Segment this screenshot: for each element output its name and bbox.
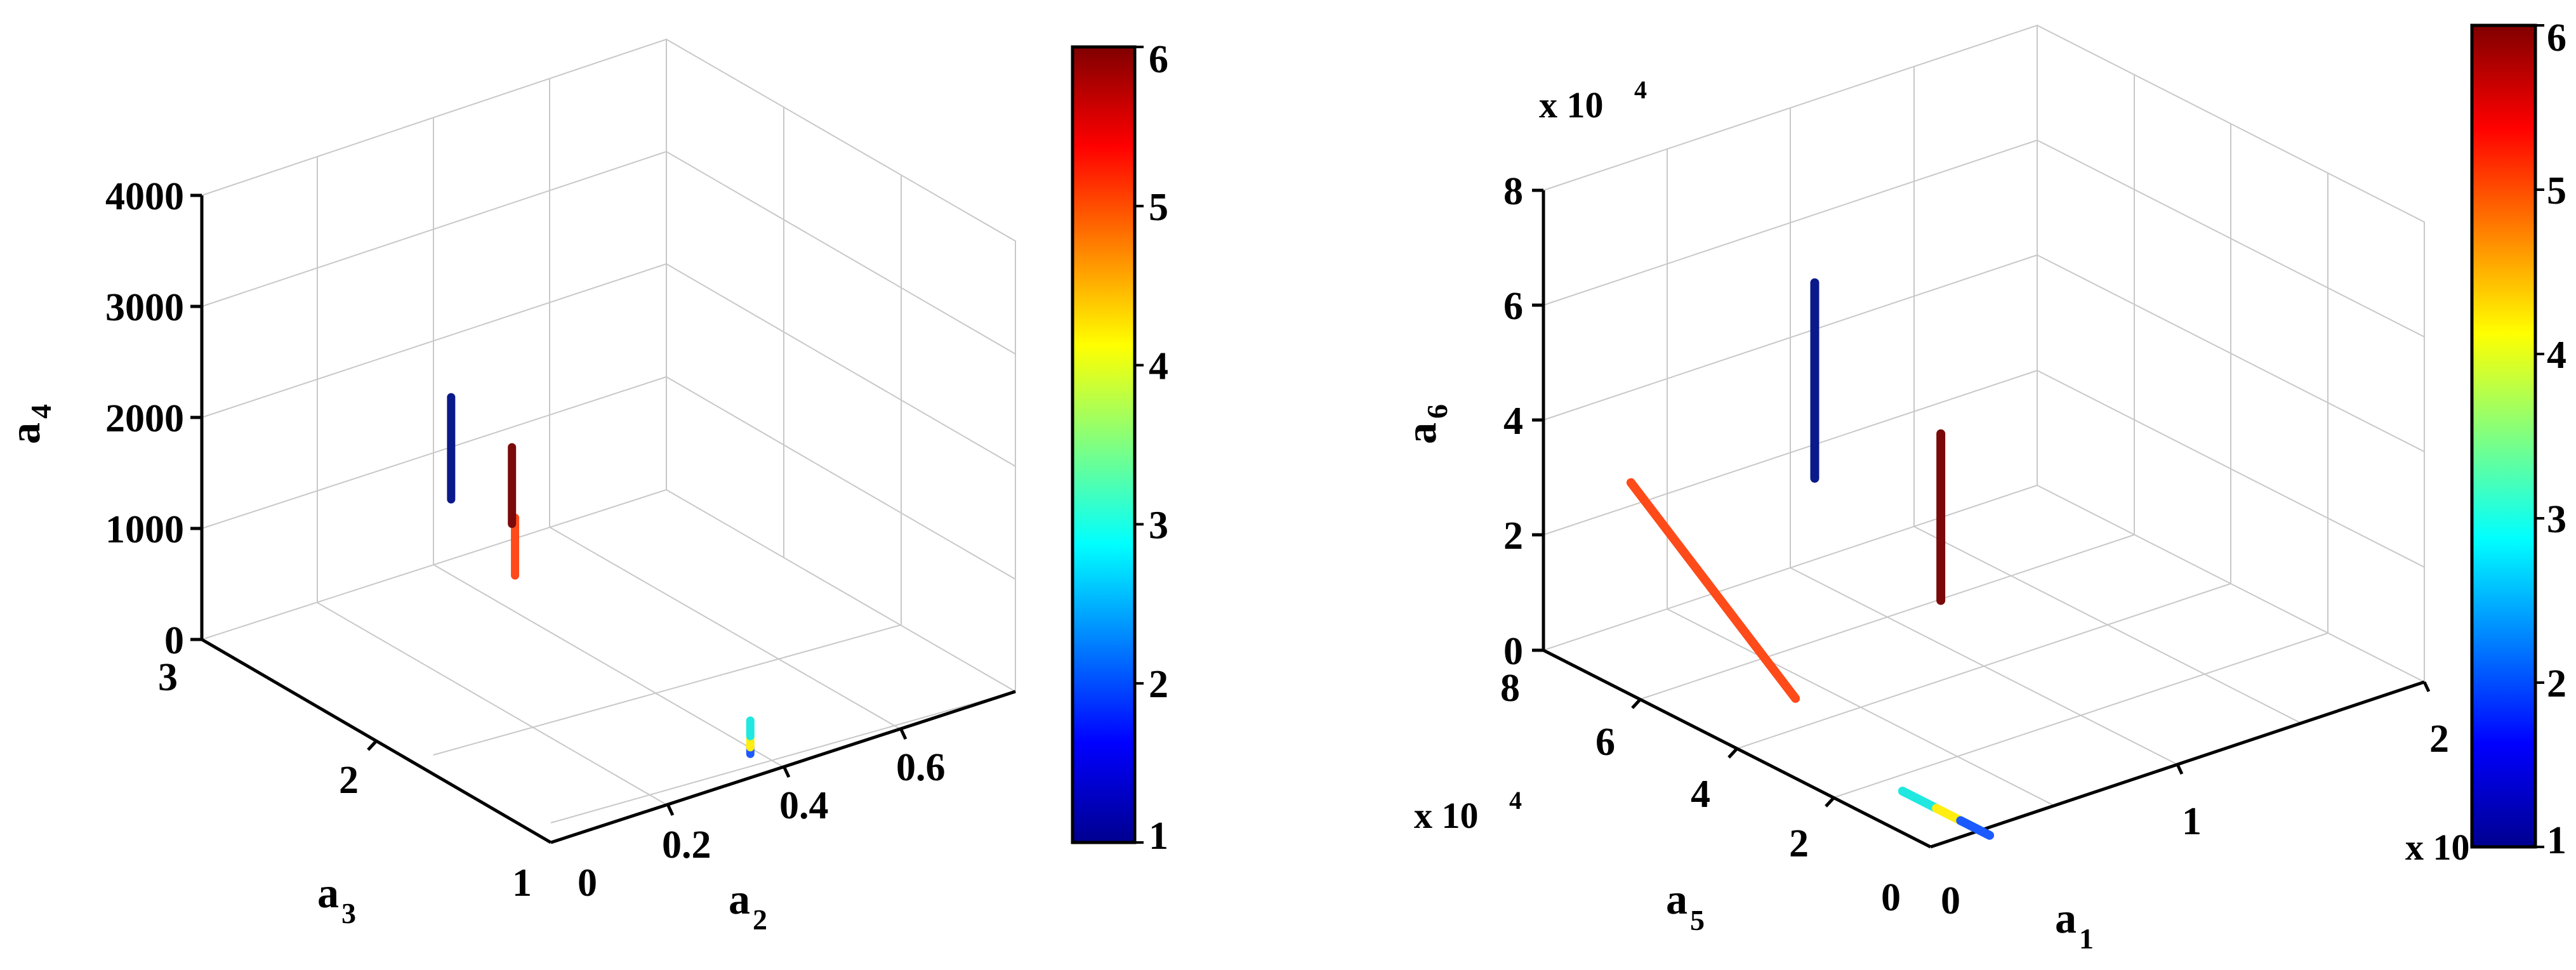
left-cb-ticks-label-2: 2 (1149, 663, 1168, 706)
left-cb-ticks-label-3: 3 (1149, 504, 1168, 547)
svg-text:4: 4 (1634, 75, 1647, 104)
right-cb-ticks-label-1: 1 (2547, 819, 2566, 862)
svg-text:a: a (729, 875, 750, 923)
right-ztick-4: 4 (1503, 400, 1523, 443)
right-ylabel: a 5 (1666, 875, 1705, 936)
svg-text:5: 5 (1690, 904, 1705, 936)
right-cb-ticks-label-6: 6 (2547, 16, 2566, 60)
right-ytick-0: 0 (1881, 876, 1901, 919)
left-zlabel: a 4 (1, 404, 57, 444)
right-colorbar-ticks: 1 2 3 4 5 6 (2535, 16, 2566, 862)
svg-text:6: 6 (1421, 404, 1453, 419)
right-ytick-6: 6 (1595, 721, 1615, 764)
left-xtick-0: 0 (578, 862, 597, 905)
right-cb-ticks-label-4: 4 (2547, 334, 2566, 377)
right-ytick-2: 2 (1789, 822, 1809, 865)
right-series-class-3 (1898, 787, 1941, 813)
right-ytick-4: 4 (1691, 773, 1710, 816)
left-data-marks (447, 393, 755, 758)
svg-text:a: a (1666, 875, 1688, 923)
right-zlabel: a 6 (1397, 404, 1453, 444)
svg-text:2: 2 (753, 903, 767, 936)
left-ztick-0: 0 (164, 619, 184, 662)
right-axes (1532, 188, 2431, 849)
right-xtick-1: 1 (2182, 800, 2202, 843)
right-ztick-2: 2 (1503, 514, 1523, 558)
right-ztick-0: 0 (1503, 630, 1523, 673)
right-ymultiplier: x 10 4 (1414, 786, 1522, 836)
svg-text:x 10: x 10 (2405, 827, 2470, 868)
right-series-class-2 (1956, 816, 1995, 840)
left-cb-ticks-label-1: 1 (1149, 815, 1168, 858)
left-ytick-1: 1 (512, 862, 532, 905)
left-colorbar-ticks: 1 2 3 4 5 6 (1135, 38, 1168, 858)
left-cb-ticks-label-6: 6 (1149, 38, 1168, 81)
right-xlabel: a 1 (2055, 894, 2094, 955)
chart-right: 0 2 4 6 8 x 10 4 8 6 4 2 0 x 10 4 0 1 2 (1397, 24, 2470, 955)
right-cb-ticks-label-2: 2 (2547, 662, 2566, 705)
right-xmultiplier: x 10 (2405, 827, 2470, 868)
left-axes (190, 193, 1016, 844)
left-xlabel: a 2 (729, 875, 767, 936)
chart-left: 0 1000 2000 3000 4000 3 2 1 0 0.2 0.4 0.… (1, 38, 1016, 936)
left-xtick-0.2: 0.2 (662, 823, 711, 867)
left-ytick-2: 2 (339, 759, 359, 802)
left-ztick-3000: 3000 (105, 286, 184, 329)
svg-text:a: a (2055, 894, 2077, 942)
right-series-class-5 (1626, 478, 1800, 703)
right-cb-ticks-label-5: 5 (2547, 169, 2566, 213)
left-ztick-1000: 1000 (105, 508, 184, 551)
left-colorbar-gradient (1071, 45, 1137, 844)
left-cb-ticks-label-5: 5 (1149, 186, 1168, 229)
right-grid (1543, 24, 2425, 806)
right-series-class-4 (1932, 804, 1965, 825)
svg-text:3: 3 (341, 897, 356, 929)
right-xtick-2: 2 (2429, 718, 2449, 761)
right-cb-ticks-label-3: 3 (2547, 498, 2566, 541)
left-grid (201, 38, 1016, 823)
left-xtick-0.6: 0.6 (896, 746, 946, 789)
svg-text:1: 1 (2079, 922, 2094, 955)
right-ztick-8: 8 (1503, 170, 1523, 213)
right-xtick-0: 0 (1941, 879, 1960, 922)
left-cb-ticks-label-4: 4 (1149, 345, 1168, 388)
svg-text:x 10: x 10 (1414, 795, 1479, 836)
right-zmultiplier: x 10 4 (1539, 75, 1647, 126)
svg-text:4: 4 (25, 404, 57, 419)
svg-text:4: 4 (1509, 786, 1522, 815)
svg-text:a: a (1397, 423, 1445, 444)
left-ztick-2000: 2000 (105, 397, 184, 440)
right-colorbar-gradient (2470, 23, 2537, 849)
right-ytick-8: 8 (1500, 667, 1520, 710)
left-xtick-0.4: 0.4 (779, 784, 829, 827)
left-ytick-3: 3 (158, 656, 178, 699)
svg-text:a: a (317, 868, 339, 917)
right-colorbar: 1 2 3 4 5 6 (2470, 16, 2566, 862)
right-ztick-6: 6 (1503, 285, 1523, 328)
left-colorbar: 1 2 3 4 5 6 (1071, 38, 1168, 858)
right-data-marks (1626, 278, 1995, 840)
svg-text:a: a (1, 423, 49, 444)
svg-text:x 10: x 10 (1539, 84, 1604, 126)
left-ztick-4000: 4000 (105, 175, 184, 218)
left-ylabel: a 3 (317, 868, 356, 929)
